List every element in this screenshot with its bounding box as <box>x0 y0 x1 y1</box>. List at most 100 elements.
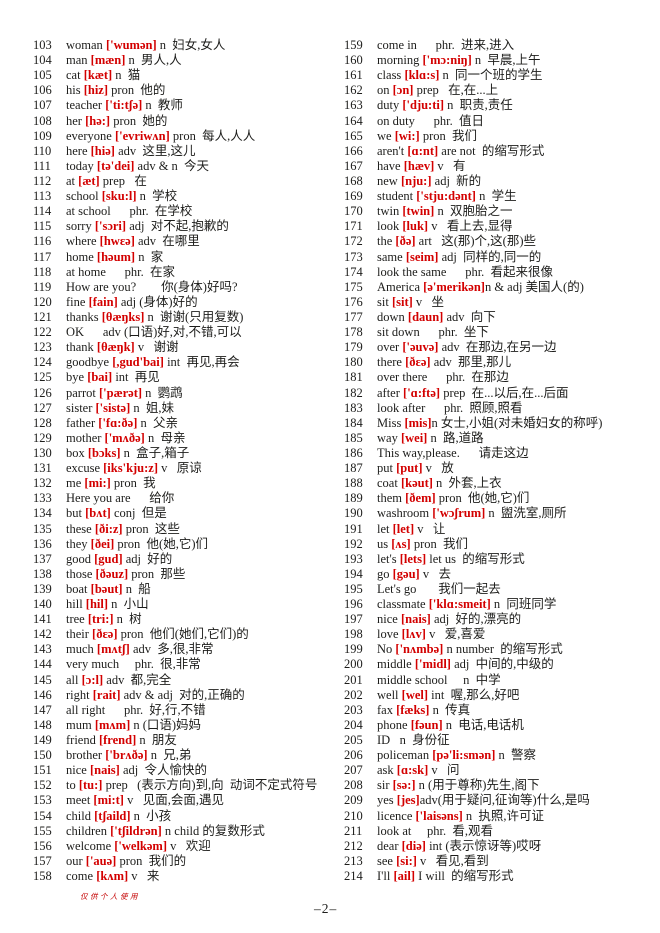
entry-number: 165 <box>344 128 363 143</box>
word-entry: 114 at school phr. 在学校 <box>33 204 317 219</box>
entry-meaning: n 父亲 <box>137 415 179 430</box>
entry-phonetic: [lʌv] <box>401 627 426 642</box>
entry-phonetic: [tʃaild] <box>94 808 131 823</box>
entry-phonetic: [sə:] <box>392 778 416 793</box>
entry-phonetic: [æt] <box>78 173 100 188</box>
entry-phonetic: [həum] <box>96 249 136 264</box>
entry-word: classmate <box>377 597 426 612</box>
entry-meaning: conj 但是 <box>110 506 167 521</box>
entry-word: Here you are <box>66 491 131 506</box>
word-entry: 186 This way,please. 请走这边 <box>344 446 602 461</box>
entry-word: after <box>377 385 400 400</box>
entry-word: look <box>377 219 400 234</box>
entry-word: ID <box>377 733 391 748</box>
word-entry: 209 yes [jes]adv(用于疑问,征询等)什么,是吗 <box>344 793 602 808</box>
entry-meaning: prep (表示方向)到,向 动词不定式符号 <box>102 778 318 793</box>
entry-number: 169 <box>344 189 363 204</box>
entry-phonetic: [hil] <box>85 597 109 612</box>
entry-meaning: n 小山 <box>108 597 149 612</box>
entry-meaning: n 船 <box>122 581 151 596</box>
entry-meaning: n 身份征 <box>390 733 450 748</box>
entry-number: 180 <box>344 355 363 370</box>
entry-meaning: 请走这边 <box>459 445 529 460</box>
entry-number: 185 <box>344 430 363 445</box>
entry-meaning: adv 那里,那儿 <box>430 355 512 370</box>
entry-number: 179 <box>344 340 363 355</box>
entry-word: there <box>377 355 402 370</box>
entry-meaning: let us 的缩写形式 <box>426 551 525 566</box>
entry-meaning: prep 在,在...上 <box>413 83 499 98</box>
entry-meaning: v 去 <box>419 566 451 581</box>
word-entry: 170 twin [twin] n 双胞胎之一 <box>344 204 602 219</box>
entry-meaning: 我们一起去 <box>416 581 501 596</box>
word-entry: 110 here [hiə] adv 这里,这儿 <box>33 144 317 159</box>
entry-meaning: phr. 进来,进入 <box>416 38 515 52</box>
entry-meaning: phr. 在那边 <box>427 370 509 385</box>
entry-number: 109 <box>33 128 52 143</box>
entry-word: Miss <box>377 415 402 430</box>
entry-number: 176 <box>344 294 363 309</box>
word-entry: 196 classmate ['klɑ:smeit] n 同班同学 <box>344 597 602 612</box>
word-entry: 179 over ['əuvə] adv 在那边,在另一边 <box>344 340 602 355</box>
entry-word: today <box>66 158 94 173</box>
entry-number: 131 <box>33 461 52 476</box>
entry-number: 212 <box>344 838 363 853</box>
entry-phonetic: [fæks] <box>396 702 430 717</box>
entry-number: 106 <box>33 83 52 98</box>
word-entry: 211 look at phr. 看,观看 <box>344 824 602 839</box>
entry-meaning: phr. 好,行,不错 <box>105 702 206 717</box>
entry-number: 182 <box>344 385 363 400</box>
entry-word: thanks <box>66 309 99 324</box>
entry-phonetic: ['wumən] <box>105 38 157 52</box>
entry-meaning: v 来 <box>128 869 160 884</box>
word-entry: 203 fax [fæks] n 传真 <box>344 703 602 718</box>
entry-phonetic: [kəut] <box>400 476 433 491</box>
word-entry: 136 they [ðei] pron 他(她,它)们 <box>33 537 317 552</box>
entry-meaning: v 放 <box>422 461 454 476</box>
entry-phonetic: [nju:] <box>400 173 432 188</box>
entry-number: 193 <box>344 551 363 566</box>
entry-number: 136 <box>33 536 52 551</box>
entry-meaning: n 学生 <box>475 189 517 204</box>
entry-word: on <box>377 83 390 98</box>
entry-meaning: phr. 在学校 <box>110 204 193 219</box>
entry-word: me <box>66 476 82 491</box>
entry-word: cat <box>66 68 81 83</box>
word-entry: 143 much [mʌtʃ] adv 多,很,非常 <box>33 642 317 657</box>
entry-phonetic: [ðɛə] <box>92 627 118 642</box>
word-entry: 189 them [ðem] pron 他(她,它)们 <box>344 491 602 506</box>
word-entry: 172 the [ðə] art 这(那)个,这(那)些 <box>344 234 602 249</box>
entry-phonetic: ['sɔri] <box>94 219 127 234</box>
entry-number: 214 <box>344 869 363 884</box>
word-entry: 164 on duty phr. 值日 <box>344 114 602 129</box>
entry-meaning: pron 那些 <box>128 566 186 581</box>
entry-meaning: pron 我们 <box>410 536 468 551</box>
entry-number: 112 <box>33 173 52 188</box>
entry-meaning: v 看上去,显得 <box>428 219 513 234</box>
entry-word: let's <box>377 551 397 566</box>
entry-phonetic: [θæŋks] <box>101 309 145 324</box>
entry-number: 129 <box>33 430 52 445</box>
entry-number: 184 <box>344 415 363 430</box>
entry-phonetic: [pə'li:smən] <box>432 748 496 763</box>
entry-meaning: phr. 在家 <box>105 264 176 279</box>
entry-phonetic: [ðei] <box>90 536 115 551</box>
entry-number: 213 <box>344 853 363 868</box>
entry-number: 208 <box>344 778 363 793</box>
entry-number: 140 <box>33 597 52 612</box>
entry-number: 168 <box>344 173 363 188</box>
entry-phonetic: [jes] <box>396 793 420 808</box>
entry-meaning: n (用于尊称)先生,阁下 <box>415 778 540 793</box>
entry-word: way <box>377 430 398 445</box>
entry-word: see <box>377 853 393 868</box>
entry-word: box <box>66 445 85 460</box>
entry-number: 173 <box>344 249 363 264</box>
entry-meaning: adj 令人愉快的 <box>119 763 207 778</box>
entry-meaning: prep 在 <box>99 173 147 188</box>
word-entry: 138 those [ðəuz] pron 那些 <box>33 567 317 582</box>
entry-number: 121 <box>33 309 52 324</box>
word-entry: 153 meet [mi:t] v 见面,会面,遇见 <box>33 793 317 808</box>
word-entry: 176 sit [sit] v 坐 <box>344 295 602 310</box>
entry-meaning: n 母亲 <box>144 430 186 445</box>
entry-phonetic: [gəu] <box>392 566 420 581</box>
